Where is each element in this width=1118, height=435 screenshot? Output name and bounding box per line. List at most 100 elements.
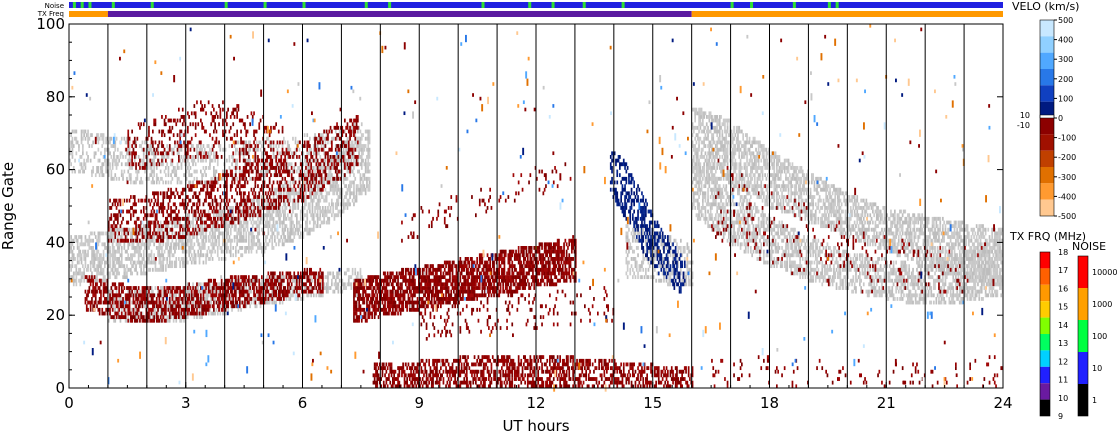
data-cell bbox=[264, 169, 267, 174]
data-cell bbox=[844, 209, 847, 214]
data-cell bbox=[128, 318, 131, 323]
data-cell bbox=[338, 155, 341, 159]
data-cell bbox=[334, 278, 337, 283]
data-cell bbox=[246, 227, 249, 232]
data-cell bbox=[127, 315, 130, 320]
data-cell bbox=[310, 286, 312, 290]
data-cell bbox=[219, 147, 222, 152]
data-cell bbox=[328, 209, 331, 214]
data-cell bbox=[290, 216, 293, 221]
data-cell bbox=[366, 162, 368, 167]
data-cell bbox=[830, 224, 833, 229]
data-cell bbox=[713, 118, 716, 123]
data-cell bbox=[358, 187, 360, 192]
data-cell bbox=[200, 147, 202, 152]
data-cell bbox=[93, 260, 96, 265]
data-cell bbox=[320, 286, 323, 290]
data-cell bbox=[118, 271, 120, 276]
noise-bar-mark bbox=[302, 2, 306, 8]
data-cell bbox=[266, 136, 268, 141]
data-cell bbox=[94, 275, 97, 280]
data-cell bbox=[322, 166, 324, 170]
data-cell bbox=[848, 235, 851, 239]
data-cell bbox=[200, 315, 202, 320]
data-cell bbox=[146, 257, 149, 261]
data-cell bbox=[240, 231, 242, 236]
data-cell bbox=[222, 216, 224, 221]
data-cell bbox=[122, 155, 124, 159]
data-cell bbox=[82, 264, 84, 269]
data-cell bbox=[131, 231, 133, 236]
data-cell bbox=[760, 195, 763, 199]
data-cell bbox=[201, 216, 203, 221]
data-cell bbox=[149, 267, 152, 272]
data-cell bbox=[756, 180, 759, 185]
data-cell bbox=[101, 260, 104, 265]
data-cell bbox=[215, 307, 218, 312]
data-cell bbox=[144, 140, 146, 145]
data-cell bbox=[302, 162, 305, 167]
data-cell bbox=[730, 151, 733, 156]
data-cell bbox=[323, 136, 325, 141]
data-cell bbox=[358, 151, 360, 156]
data-cell bbox=[133, 246, 136, 250]
data-cell bbox=[275, 300, 277, 305]
data-cell bbox=[79, 271, 82, 276]
data-cell bbox=[104, 260, 106, 265]
data-cell bbox=[220, 304, 223, 309]
data-cell bbox=[774, 176, 777, 181]
data-cell bbox=[75, 271, 78, 276]
data-cell bbox=[350, 286, 353, 290]
data-cell bbox=[76, 140, 79, 145]
data-cell bbox=[274, 224, 276, 229]
data-cell bbox=[787, 187, 790, 192]
data-cell bbox=[292, 187, 294, 192]
data-cell bbox=[192, 213, 194, 218]
data-cell bbox=[338, 191, 341, 196]
data-cell bbox=[89, 260, 92, 265]
data-cell bbox=[128, 158, 131, 163]
data-cell bbox=[319, 155, 322, 159]
data-cell bbox=[363, 162, 366, 167]
data-cell bbox=[259, 304, 262, 309]
data-cell bbox=[157, 246, 159, 250]
data-cell bbox=[730, 140, 733, 145]
data-cell bbox=[367, 169, 370, 174]
data-cell bbox=[694, 118, 696, 123]
data-cell bbox=[235, 202, 237, 207]
data-cell bbox=[315, 184, 318, 189]
data-cell bbox=[104, 264, 106, 269]
data-cell bbox=[110, 176, 113, 181]
data-cell bbox=[811, 220, 813, 225]
data-cell bbox=[84, 166, 87, 170]
data-cell bbox=[130, 166, 132, 170]
data-cell bbox=[268, 297, 271, 301]
data-cell bbox=[705, 155, 708, 159]
data-cell bbox=[74, 158, 76, 163]
data-cell bbox=[211, 311, 214, 316]
data-cell bbox=[730, 155, 733, 159]
data-cell bbox=[814, 209, 817, 214]
data-cell bbox=[218, 231, 220, 236]
data-cell bbox=[79, 162, 82, 167]
data-cell bbox=[117, 307, 119, 312]
data-cell bbox=[299, 184, 302, 189]
data-cell bbox=[236, 140, 238, 145]
data-cell bbox=[341, 209, 344, 214]
data-cell bbox=[70, 257, 72, 261]
data-cell bbox=[181, 238, 184, 243]
data-cell bbox=[238, 169, 241, 174]
data-cell bbox=[110, 253, 113, 258]
data-cell bbox=[118, 311, 120, 316]
data-cell bbox=[218, 289, 220, 294]
data-cell bbox=[276, 213, 279, 218]
data-cell bbox=[277, 191, 280, 196]
data-cell bbox=[725, 158, 728, 163]
data-cell bbox=[691, 158, 694, 163]
data-cell bbox=[747, 140, 750, 145]
data-cell bbox=[718, 115, 721, 119]
data-cell bbox=[318, 206, 320, 210]
data-cell bbox=[805, 209, 808, 214]
data-cell bbox=[133, 238, 136, 243]
data-cell bbox=[733, 169, 735, 174]
